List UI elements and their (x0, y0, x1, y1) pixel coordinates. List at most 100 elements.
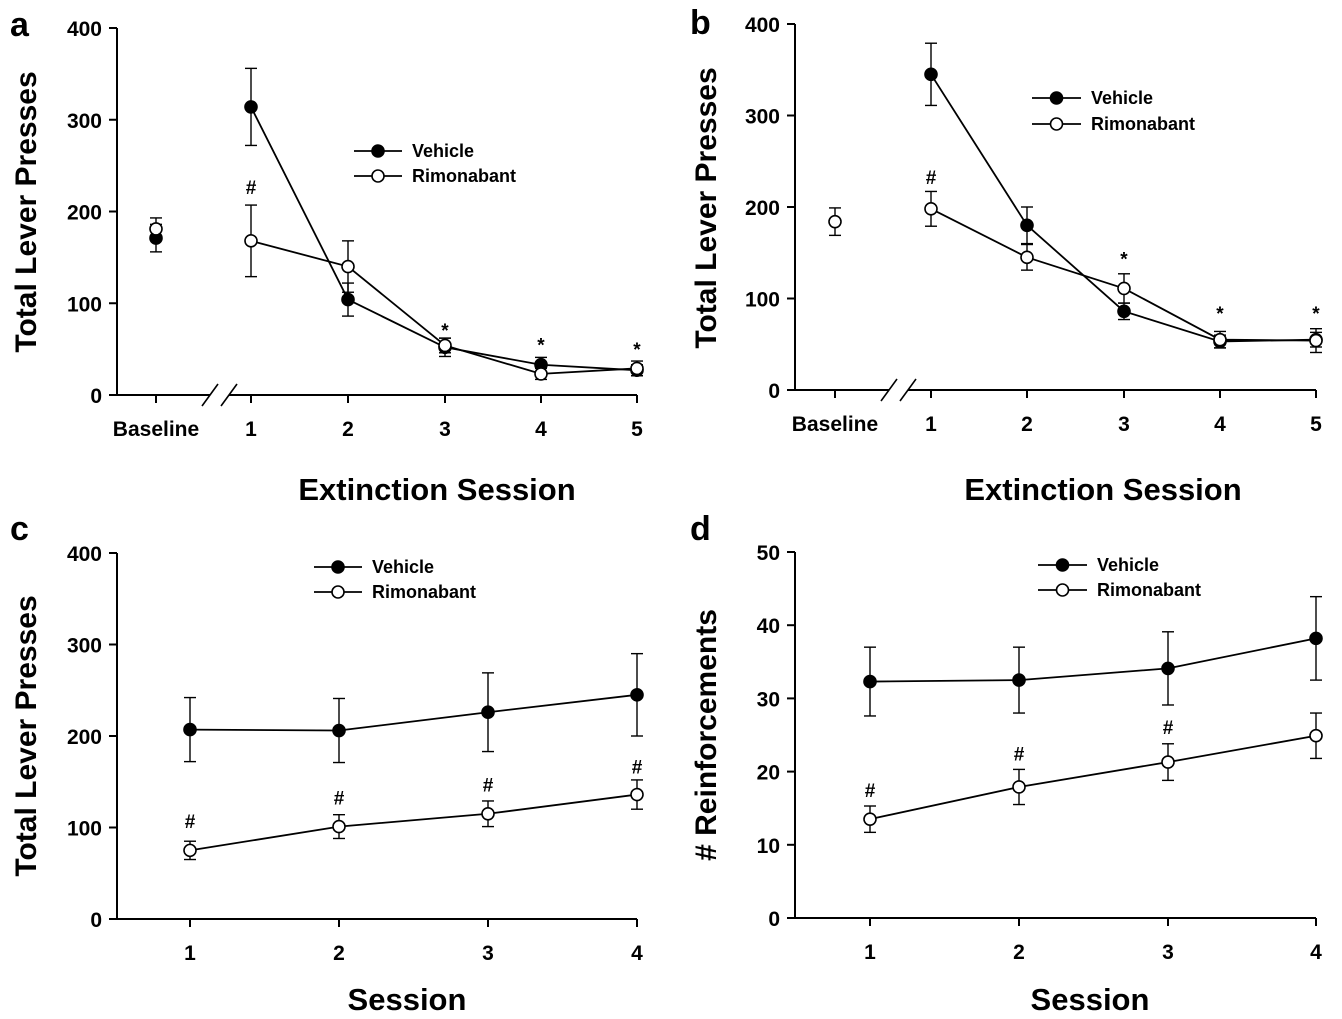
significance-marker: # (483, 776, 494, 797)
y-axis-label: Total Lever Presses (690, 67, 723, 348)
y-axis-label: # Reinforcements (690, 609, 723, 861)
axis-break-mark (201, 383, 219, 407)
legend-marker-vehicle (1055, 558, 1070, 572)
y-tick-label: 300 (745, 106, 780, 129)
x-tick-label: 4 (631, 942, 643, 965)
data-point-rimonabant (630, 787, 644, 802)
x-tick-label: 2 (1013, 941, 1025, 964)
axis-break-mark (880, 378, 898, 402)
x-tick-label: 1 (245, 418, 257, 441)
y-tick-label: 50 (757, 542, 780, 565)
axis-break-mark (220, 383, 238, 407)
series-rimonabant (863, 712, 1323, 834)
data-point-vehicle (183, 722, 197, 737)
panel-letter: d (690, 510, 711, 548)
axis-break-mark (899, 378, 917, 402)
x-axis-title: Extinction Session (298, 472, 575, 507)
panel-a: a Total Lever Presses Extinction Session 0 1… (10, 6, 644, 507)
data-point-vehicle (630, 688, 644, 702)
y-axis-label: Total Lever Presses (10, 71, 43, 352)
data-point-rimonabant (1213, 332, 1227, 347)
data-point-rimonabant (1020, 250, 1034, 265)
panel-b: b Total Lever Presses Extinction Session 0 1… (690, 4, 1323, 507)
series-rimonabant (149, 204, 644, 381)
significance-marker: * (1312, 304, 1320, 325)
x-axis-title: Extinction Session (964, 472, 1241, 507)
x-tick-label: Baseline (792, 413, 878, 436)
series-rimonabant (183, 779, 644, 861)
series-vehicle (863, 595, 1323, 717)
legend-label-vehicle: Vehicle (412, 141, 474, 161)
data-point-vehicle (1309, 631, 1323, 646)
y-tick-label: 100 (745, 289, 780, 312)
significance-marker: # (1014, 745, 1025, 766)
y-tick-label: 0 (90, 385, 102, 408)
significance-marker: * (441, 321, 449, 342)
legend-label-rimonabant: Rimonabant (1091, 114, 1195, 134)
x-tick-label: 3 (1162, 941, 1174, 964)
series-vehicle (183, 652, 644, 764)
x-tick-label: 3 (482, 942, 494, 965)
series-vehicle (149, 67, 644, 378)
data-point-rimonabant (534, 367, 548, 381)
y-axis-label: Total Lever Presses (10, 595, 43, 876)
legend-marker-rimonabant (1055, 583, 1070, 597)
significance-marker: # (926, 168, 937, 189)
y-tick-label: 200 (745, 197, 780, 220)
data-point-rimonabant (332, 819, 346, 834)
legend-label-vehicle: Vehicle (1097, 555, 1159, 575)
series-vehicle (924, 42, 1323, 349)
significance-marker: * (1216, 304, 1224, 325)
x-tick-label: 2 (1021, 413, 1033, 436)
significance-marker: # (334, 788, 345, 809)
legend-label-rimonabant: Rimonabant (372, 582, 476, 602)
y-tick-label: 100 (67, 818, 102, 841)
x-tick-label: 5 (631, 418, 643, 441)
y-tick-label: 400 (745, 14, 780, 37)
y-tick-label: 0 (768, 908, 780, 931)
data-point-rimonabant (244, 234, 258, 248)
panel-letter: b (690, 4, 711, 42)
significance-marker: # (185, 812, 196, 833)
legend-label-vehicle: Vehicle (1091, 88, 1153, 108)
data-point-vehicle (863, 674, 877, 689)
series-line-rimonabant (869, 734, 1317, 821)
y-tick-label: 0 (768, 380, 780, 403)
significance-marker: # (865, 781, 876, 802)
legend: Vehicle Rimonabant (354, 141, 516, 186)
data-point-rimonabant (1117, 281, 1131, 296)
significance-marker: # (1163, 718, 1174, 739)
legend-marker-vehicle (331, 560, 345, 574)
x-tick-label: 4 (535, 418, 547, 441)
data-point-vehicle (244, 100, 258, 114)
legend-label-rimonabant: Rimonabant (1097, 580, 1201, 600)
data-point-vehicle (332, 723, 346, 738)
x-tick-label: 1 (184, 942, 196, 965)
series-line-vehicle (189, 693, 638, 732)
x-tick-label: 4 (1214, 413, 1226, 436)
legend: Vehicle Rimonabant (1032, 88, 1195, 134)
legend-marker-rimonabant (331, 585, 345, 599)
y-tick-label: 300 (67, 635, 102, 658)
y-tick-label: 400 (67, 18, 102, 41)
significance-marker: * (1120, 249, 1128, 270)
data-point-vehicle (1161, 661, 1175, 676)
legend-label-vehicle: Vehicle (372, 557, 434, 577)
y-tick-label: 0 (90, 909, 102, 932)
x-tick-label: Baseline (113, 418, 199, 441)
significance-marker: * (537, 336, 545, 357)
x-tick-label: 1 (925, 413, 937, 436)
x-tick-label: 3 (439, 418, 451, 441)
significance-marker: * (633, 340, 641, 361)
y-tick-label: 20 (757, 762, 780, 785)
panel-d: d # Reinforcements Session 0 10 20 30 40 50 1 2 3 4 #… (690, 510, 1323, 1017)
data-point-rimonabant (438, 338, 452, 353)
legend: Vehicle Rimonabant (314, 557, 476, 602)
y-tick-label: 400 (67, 543, 102, 566)
panel-c: c Total Lever Presses Session 0 100 200 300 400… (10, 510, 644, 1017)
x-tick-label: 4 (1310, 941, 1322, 964)
legend: Vehicle Rimonabant (1038, 555, 1201, 600)
legend-marker-vehicle (371, 144, 385, 158)
series-line-vehicle (869, 637, 1317, 683)
